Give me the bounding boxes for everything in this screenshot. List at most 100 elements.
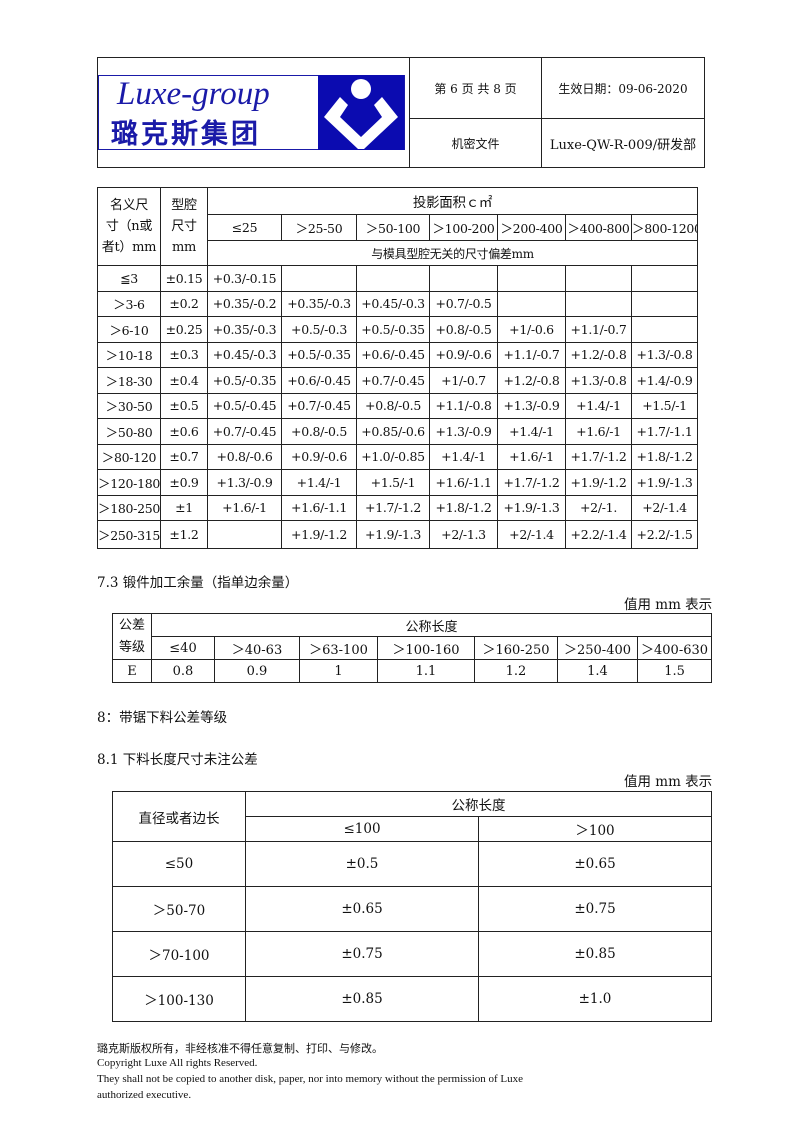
table-row: ＞120-180 ±0.9 +1.3/-0.9 +1.4/-1 +1.5/-1 +1.6/… [97, 469, 699, 496]
table-cell: +1.5/-1 [630, 392, 699, 419]
table-cell [497, 265, 566, 292]
table-cell: +1.9/-1.3 [356, 520, 430, 549]
table-cell: +0.5/-0.45 [207, 392, 282, 419]
table-cell: ＞10-18 [97, 341, 161, 368]
tolerance-table: 名义尺 寸（n或 者t）mm 型腔 尺寸 mm 投影面积ｃ㎡ ≤25 ＞25-50 ＞50-… [97, 187, 699, 549]
table-cell: ＞180-250 [97, 494, 161, 521]
table-cell: +1.3/-0.8 [630, 341, 699, 368]
table-cell: +1.4/-1 [429, 443, 498, 470]
table-cell: ＞6-10 [97, 316, 161, 343]
table-row: ＞3-6 ±0.2 +0.35/-0.2 +0.35/-0.3 +0.45/-0.3 +0… [97, 290, 699, 317]
length-range-header: ＞400-630 [636, 636, 713, 660]
table-cell: +1.9/-1.2 [281, 520, 357, 549]
table-row: ＞100-130 ±0.85 ±1.0 [112, 976, 712, 1022]
table-cell: ±0.25 [160, 316, 208, 343]
table-cell: +0.7/-0.45 [281, 392, 357, 419]
table-cell: +1.2/-0.8 [565, 341, 632, 368]
table-cell: ±0.9 [160, 469, 208, 496]
table-cell: +1.8/-1.2 [429, 494, 498, 521]
table-cell: +1.6/-1 [207, 494, 282, 521]
table-cell [207, 520, 282, 549]
table-cell [630, 265, 699, 292]
header-line: mm [171, 240, 197, 255]
table-cell: +0.7/-0.45 [356, 367, 430, 394]
table-cell: +2/-1.3 [429, 520, 498, 549]
header-line: 寸（n或 [105, 219, 153, 234]
logo-heart-icon [318, 75, 404, 150]
table-cell: +0.8/-0.5 [281, 418, 357, 445]
length-range-header: ＞63-100 [299, 636, 378, 660]
unit-note: 值用 mm 表示 [624, 597, 713, 613]
table-cell: ＞18-30 [97, 367, 161, 394]
nominal-size-header: 名义尺 寸（n或 者t）mm [97, 187, 161, 266]
table-cell: ＞50-70 [112, 886, 246, 932]
table-cell: +1.6/-1 [497, 443, 566, 470]
length-range-header: ＞160-250 [474, 636, 558, 660]
area-range-header: ≤25 [207, 214, 282, 241]
table-cell: +0.7/-0.45 [207, 418, 282, 445]
table-cell: +1.3/-0.9 [207, 469, 282, 496]
logo-english: Luxe-group [117, 76, 270, 112]
doc-code: Luxe-QW-R-009/研发部 [541, 118, 705, 168]
table-cell: ±0.85 [478, 931, 712, 977]
table-cell: +0.5/-0.35 [207, 367, 282, 394]
table-cell: ±0.3 [160, 341, 208, 368]
table-cell: +1.6/-1.1 [281, 494, 357, 521]
table-cell: +1.5/-1 [356, 469, 430, 496]
table-cell: 1.2 [474, 659, 558, 683]
table-cell: +1.9/-1.2 [565, 469, 632, 496]
table-cell: +0.8/-0.5 [429, 316, 498, 343]
table-cell: +1/-0.7 [429, 367, 498, 394]
table-cell: 0.8 [151, 659, 215, 683]
table-cell: +0.5/-0.3 [281, 316, 357, 343]
area-range-header: ＞50-100 [356, 214, 430, 241]
table-cell: +1.6/-1 [565, 418, 632, 445]
footer-copyright-en: Copyright Luxe All rights Reserved. [97, 1057, 258, 1069]
table-cell: +1.3/-0.9 [429, 418, 498, 445]
area-range-header: ＞400-800 [565, 214, 632, 241]
confidential-label: 机密文件 [409, 118, 542, 168]
table-row: ＞70-100 ±0.75 ±0.85 [112, 931, 712, 977]
table-cell [630, 316, 699, 343]
header-line: 尺寸 [171, 219, 197, 234]
table-cell: ±0.65 [245, 886, 479, 932]
table-cell: +1/-0.6 [497, 316, 566, 343]
table-cell: +1.7/-1.2 [497, 469, 566, 496]
table-cell: ±0.75 [245, 931, 479, 977]
logo-chinese: 璐克斯集团 [111, 119, 261, 150]
table-cell: +1.2/-0.8 [497, 367, 566, 394]
table-row: ＞6-10 ±0.25 +0.35/-0.3 +0.5/-0.3 +0.5/-0.35 +… [97, 316, 699, 343]
table-cell: +0.35/-0.2 [207, 290, 282, 317]
table-cell: +0.6/-0.45 [356, 341, 430, 368]
table-cell: +0.5/-0.35 [281, 341, 357, 368]
table-row: ＞50-70 ±0.65 ±0.75 [112, 886, 712, 932]
table-cell: +2/-1.4 [497, 520, 566, 549]
table-cell: +1.8/-1.2 [630, 443, 699, 470]
table-cell: +2.2/-1.4 [565, 520, 632, 549]
table-cell: ±0.7 [160, 443, 208, 470]
table-cell: +1.3/-0.9 [497, 392, 566, 419]
table-cell: +1.6/-1.1 [429, 469, 498, 496]
table-row: ＞30-50 ±0.5 +0.5/-0.45 +0.7/-0.45 +0.8/-0.5 +… [97, 392, 699, 419]
table-cell [281, 265, 357, 292]
table-cell [429, 265, 498, 292]
table-cell: ±0.85 [245, 976, 479, 1022]
table-cell: +0.8/-0.6 [207, 443, 282, 470]
table-row: ＞80-120 ±0.7 +0.8/-0.6 +0.9/-0.6 +1.0/-0.85 +… [97, 443, 699, 470]
table-cell: ＞30-50 [97, 392, 161, 419]
table-cell: +1.7/-1.2 [565, 443, 632, 470]
cutting-length-table: 直径或者边长 公称长度 ≤100 ＞100 ≤50 ±0.5 ±0.65 ＞50-70 ±… [112, 791, 712, 1022]
section-8-1-title: 8.1 下料长度尺寸未注公差 [97, 752, 258, 768]
table-cell: ±0.65 [478, 841, 712, 887]
range-header: ＞100 [478, 816, 712, 842]
area-range-header: ＞25-50 [281, 214, 357, 241]
area-range-header: ＞800-1200 [630, 214, 699, 241]
company-logo: Luxe-group 璐克斯集团 [98, 75, 405, 150]
table-cell: 1.5 [636, 659, 713, 683]
table-cell: +1.0/-0.85 [356, 443, 430, 470]
section-8-title: 8：带锯下料公差等级 [97, 710, 228, 726]
table-cell: +0.9/-0.6 [429, 341, 498, 368]
table-cell: +1.4/-1 [281, 469, 357, 496]
area-range-header: ＞200-400 [497, 214, 566, 241]
